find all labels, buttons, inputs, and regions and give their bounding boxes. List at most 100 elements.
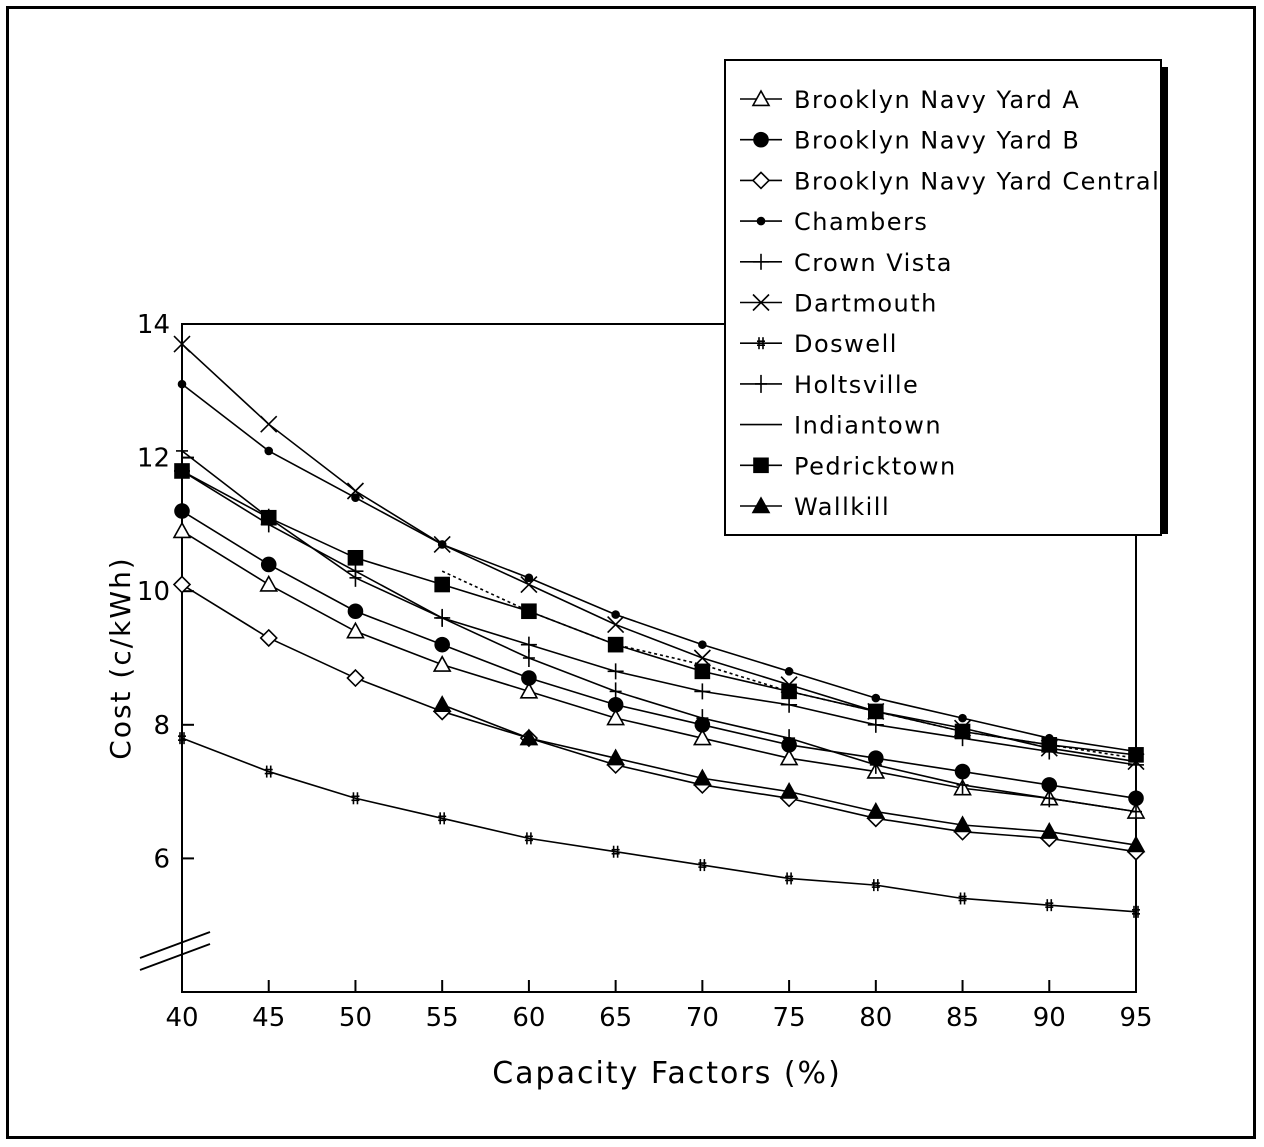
y-tick-label: 14 <box>137 310 170 340</box>
data-point <box>1043 789 1056 808</box>
data-point <box>953 815 972 833</box>
data-point <box>753 131 769 148</box>
data-point <box>869 755 882 774</box>
data-point <box>349 568 362 587</box>
data-point <box>1132 905 1140 918</box>
data-point <box>606 708 625 726</box>
data-point <box>783 729 796 748</box>
data-point <box>521 603 537 620</box>
data-point <box>779 781 799 799</box>
data-point <box>176 441 188 460</box>
series-line <box>181 583 1137 853</box>
legend-box <box>724 59 1162 536</box>
data-point <box>751 89 771 107</box>
data-point <box>173 335 191 353</box>
data-point <box>751 496 771 514</box>
x-tick-label: 85 <box>946 1003 979 1033</box>
data-point <box>956 775 969 794</box>
x-tick-label: 55 <box>426 1003 459 1033</box>
data-point <box>259 574 279 592</box>
data-point <box>753 253 769 270</box>
data-point <box>756 216 766 226</box>
series-line <box>181 383 1137 753</box>
plot-area <box>181 323 1137 993</box>
data-point <box>432 655 452 672</box>
data-point <box>785 872 794 885</box>
series-line <box>181 450 1137 813</box>
data-point <box>1045 899 1054 912</box>
legend-label: Holtsville <box>794 371 919 399</box>
series-lines <box>172 335 1146 918</box>
series-line <box>181 510 1137 800</box>
data-point <box>866 801 886 819</box>
series-brooklyn-navy-yard-central <box>172 575 1146 861</box>
data-point <box>519 728 539 746</box>
data-point <box>611 845 620 858</box>
legend-entry: Brooklyn Navy Yard Central <box>740 167 1159 195</box>
data-point <box>264 446 274 456</box>
data-point <box>752 293 770 312</box>
series-pedricktown <box>174 463 1144 763</box>
data-point <box>958 892 967 905</box>
legend-label: Indiantown <box>794 412 942 440</box>
series-doswell <box>178 732 1140 918</box>
x-tick-label: 60 <box>512 1003 545 1033</box>
data-point <box>698 640 707 649</box>
x-tick-label: 40 <box>165 1003 198 1033</box>
legend-entry: Pedricktown <box>740 452 955 480</box>
data-point <box>172 575 192 594</box>
data-point <box>522 649 535 667</box>
data-point <box>698 859 707 872</box>
data-point <box>177 379 187 389</box>
data-point <box>519 681 539 699</box>
data-point <box>606 748 625 766</box>
data-point <box>751 171 771 190</box>
x-tick-label: 80 <box>859 1003 892 1033</box>
data-point <box>779 748 799 766</box>
series-line <box>181 737 1137 913</box>
data-point <box>694 663 711 680</box>
data-point <box>434 636 450 653</box>
data-point <box>753 457 769 474</box>
data-point <box>1128 747 1144 763</box>
legend-entry: Doswell <box>740 330 896 358</box>
data-point <box>436 608 449 627</box>
series-brooklyn-navy-yard-a <box>172 521 1146 819</box>
legend-label: Crown Vista <box>794 249 953 277</box>
legend-entry: Indiantown <box>740 412 942 440</box>
data-point <box>260 509 277 526</box>
data-point <box>607 663 624 680</box>
y-tick-label: 12 <box>137 444 170 474</box>
data-point <box>871 693 881 703</box>
data-point <box>607 636 624 653</box>
legend-entry: Brooklyn Navy Yard B <box>740 127 1079 155</box>
data-point <box>1126 835 1146 853</box>
data-point <box>1130 802 1142 821</box>
data-point <box>434 576 450 593</box>
data-point <box>607 616 625 634</box>
y-axis-label: Cost (c/kWh) <box>104 556 137 759</box>
y-tick-label: 8 <box>153 711 170 741</box>
data-point <box>347 549 364 566</box>
x-tick-label: 90 <box>1033 1003 1066 1033</box>
data-point <box>781 696 798 713</box>
x-tick-label: 75 <box>773 1003 806 1033</box>
data-point <box>347 603 364 620</box>
data-point <box>757 337 765 350</box>
series-holtsville <box>176 441 1142 821</box>
data-point <box>521 670 537 686</box>
series-wallkill <box>432 695 1146 853</box>
data-point <box>264 765 273 778</box>
x-tick-label: 65 <box>599 1003 632 1033</box>
data-point <box>174 503 190 519</box>
data-point <box>694 683 711 700</box>
data-point <box>693 728 712 746</box>
data-point <box>351 792 360 805</box>
data-point <box>432 695 452 712</box>
data-point <box>871 879 880 892</box>
data-point <box>784 667 794 676</box>
data-point <box>260 556 277 573</box>
y-tick-label: 10 <box>137 577 170 607</box>
data-point <box>867 716 884 733</box>
